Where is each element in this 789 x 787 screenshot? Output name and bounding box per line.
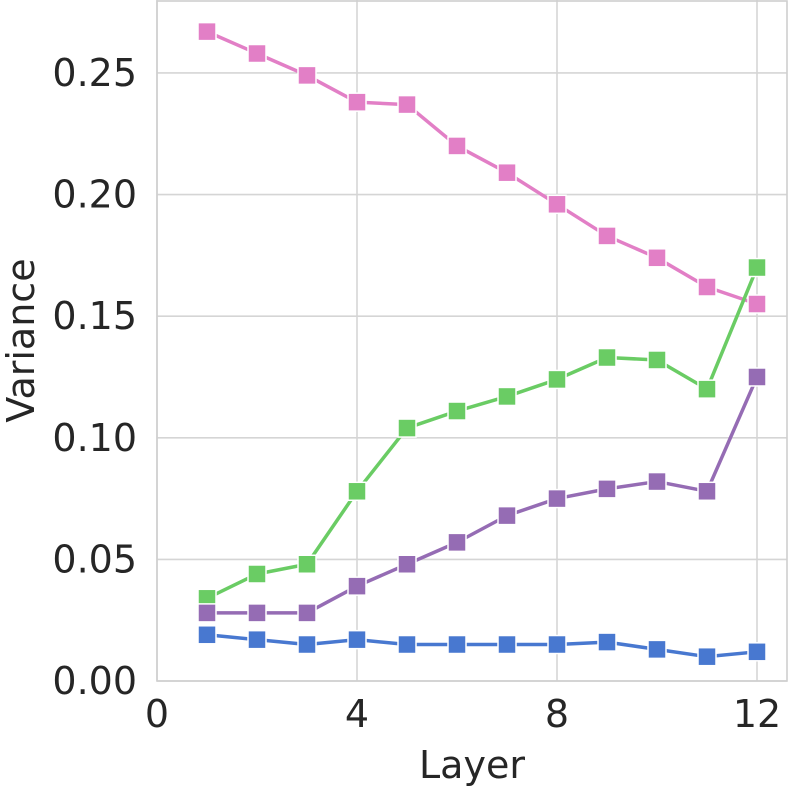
y-tick-label: 0.15: [52, 294, 137, 338]
x-tick-labels: 0 4 8 12: [145, 692, 781, 736]
data-point: [247, 43, 267, 64]
data-point: [547, 369, 567, 390]
data-point: [497, 634, 517, 655]
y-tick-labels: 0.00 0.05 0.10 0.15 0.20 0.25: [52, 51, 137, 703]
data-point: [297, 65, 317, 86]
data-point: [347, 92, 367, 112]
data-point: [547, 194, 567, 215]
data-point: [697, 481, 717, 502]
data-point: [347, 576, 367, 596]
data-point: [247, 629, 267, 650]
data-point: [647, 471, 667, 492]
data-point: [447, 136, 467, 156]
data-point: [247, 564, 267, 584]
data-point: [447, 532, 467, 553]
y-tick-label: 0.00: [52, 659, 137, 703]
data-point: [347, 629, 367, 650]
data-point: [597, 226, 617, 246]
y-axis-label: Variance: [0, 258, 43, 422]
data-point: [447, 401, 467, 421]
data-point: [297, 603, 317, 623]
x-tick-label: 12: [733, 692, 781, 736]
y-tick-label: 0.20: [52, 173, 137, 217]
data-point: [747, 367, 767, 387]
series-layer: [197, 21, 767, 667]
x-tick-label: 0: [145, 692, 169, 736]
data-point: [397, 418, 417, 438]
series-4: [197, 625, 767, 667]
data-point: [597, 347, 617, 368]
data-point: [647, 639, 667, 660]
data-point: [647, 350, 667, 370]
x-tick-label: 8: [545, 692, 569, 736]
data-point: [397, 94, 417, 115]
data-point: [497, 386, 517, 407]
data-point: [747, 257, 767, 278]
data-point: [247, 603, 267, 623]
data-point: [697, 646, 717, 667]
series-1: [197, 21, 767, 314]
series-line: [206, 266, 759, 600]
data-point: [497, 162, 517, 183]
data-point: [747, 642, 767, 662]
data-point: [397, 554, 417, 575]
data-point: [697, 379, 717, 399]
data-point: [447, 634, 467, 655]
data-point: [647, 248, 667, 268]
data-point: [497, 505, 517, 526]
y-tick-label: 0.05: [52, 537, 137, 581]
data-point: [597, 479, 617, 499]
y-tick-label: 0.10: [52, 416, 137, 460]
series-2: [197, 257, 767, 609]
x-axis-label: Layer: [419, 743, 525, 787]
data-point: [547, 488, 567, 509]
data-point: [747, 294, 767, 314]
series-line: [207, 376, 759, 615]
data-point: [197, 21, 217, 42]
data-point: [297, 634, 317, 655]
x-tick-label: 4: [345, 692, 369, 736]
data-point: [297, 554, 317, 575]
data-point: [197, 603, 217, 623]
data-point: [597, 632, 617, 652]
data-point: [347, 481, 367, 502]
data-point: [397, 634, 417, 655]
y-tick-label: 0.25: [52, 51, 137, 95]
series-line: [206, 633, 758, 659]
data-point: [197, 625, 217, 645]
plot-frame: [156, 0, 788, 682]
data-point: [547, 634, 567, 655]
series-3: [197, 367, 767, 623]
data-point: [697, 277, 717, 297]
